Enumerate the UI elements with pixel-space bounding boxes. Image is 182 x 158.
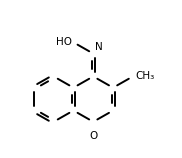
Text: CH₃: CH₃ [135,71,154,81]
Text: O: O [89,131,97,141]
Text: HO: HO [56,37,72,47]
Text: N: N [95,42,103,52]
